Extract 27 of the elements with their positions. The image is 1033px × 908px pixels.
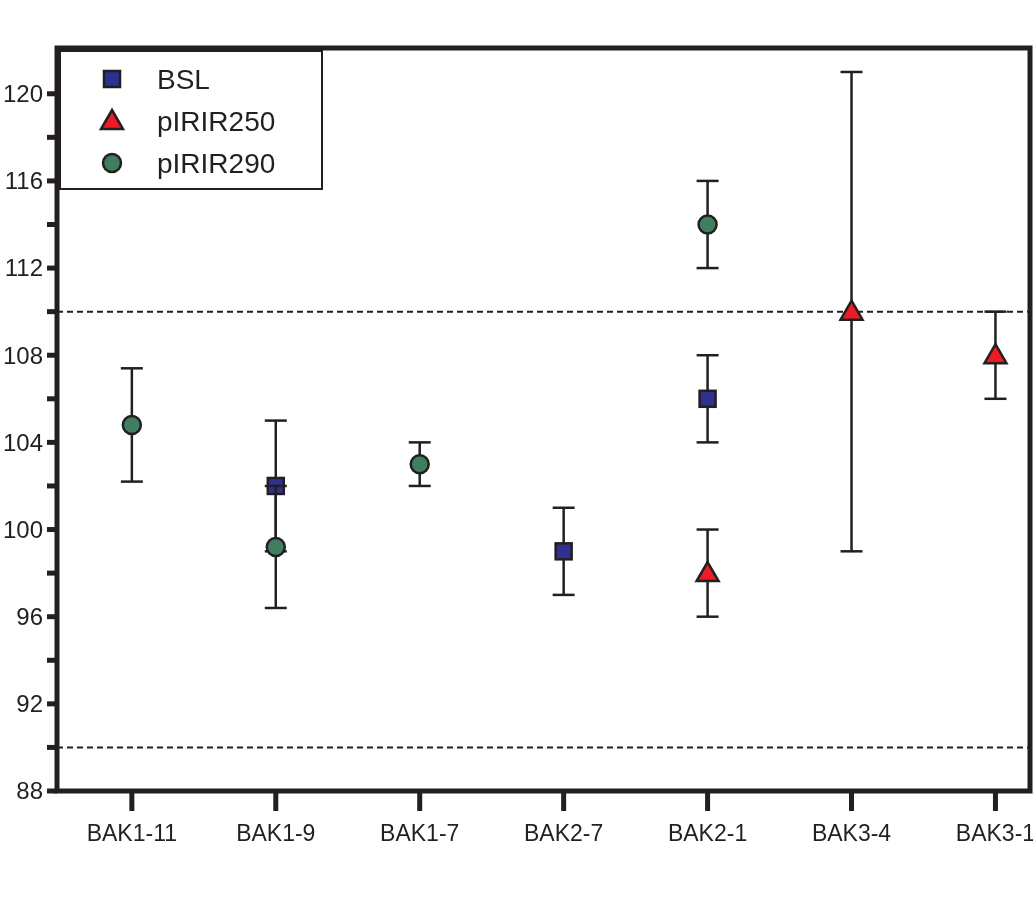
- y-tick-label: 120: [2, 80, 43, 108]
- point: [554, 542, 573, 561]
- legend-label: BSL: [157, 63, 210, 95]
- x-tick-label: BAK1-9: [236, 820, 316, 846]
- point: [698, 389, 717, 409]
- point: [695, 560, 720, 583]
- x-tick-label: BAK1-7: [380, 820, 460, 846]
- y-tick-label: 116: [4, 167, 43, 195]
- x-tick-label: BAK2-7: [524, 820, 604, 846]
- x-tick-label: BAK1-11: [86, 820, 178, 846]
- y-tick-label: 92: [16, 690, 43, 718]
- point: [409, 453, 430, 475]
- point: [983, 342, 1008, 365]
- point: [121, 414, 143, 436]
- y-tick-label: 96: [16, 603, 43, 631]
- x-tick-label: BAK2-1: [667, 820, 748, 846]
- y-tick-label: 108: [2, 341, 43, 369]
- y-tick-label: 104: [2, 428, 43, 456]
- y-tick-label: 112: [4, 254, 43, 282]
- point: [697, 214, 718, 235]
- point: [265, 536, 287, 558]
- x-tick-label: BAK3-4: [811, 820, 892, 846]
- y-tick-label: 100: [2, 515, 43, 543]
- legend-label: pIRIR290: [157, 147, 276, 179]
- legend-label: pIRIR250: [157, 105, 276, 137]
- y-tick-label: 88: [16, 777, 43, 805]
- point: [839, 299, 864, 321]
